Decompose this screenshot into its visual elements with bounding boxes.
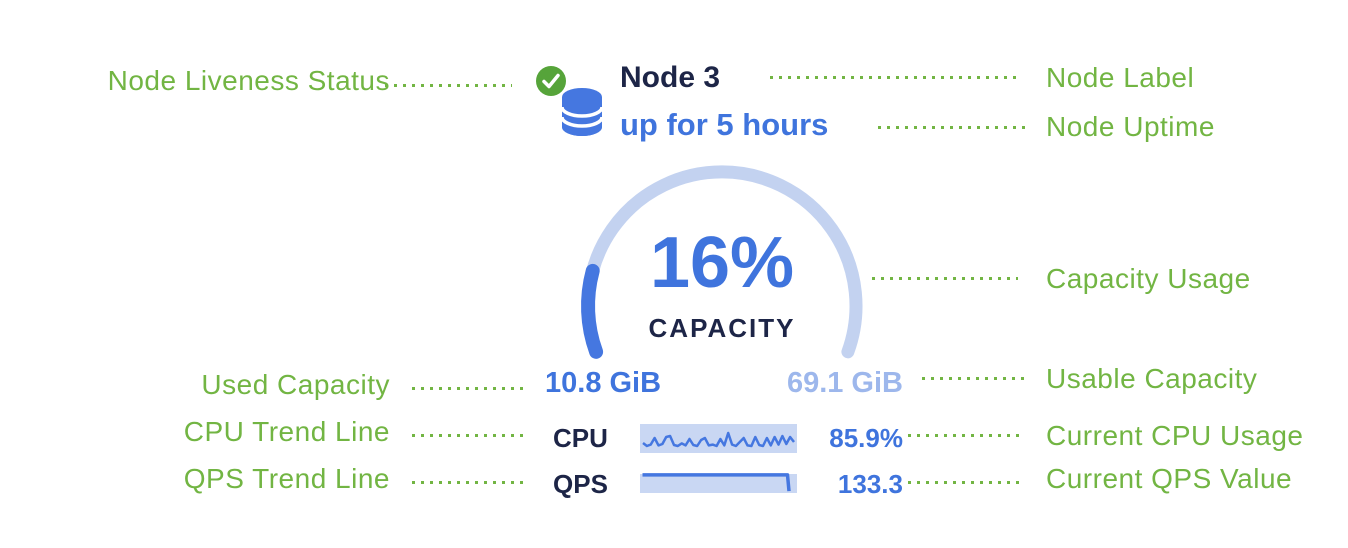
- connector-dots: [412, 387, 524, 390]
- cpu-trend-sparkline: [640, 424, 797, 453]
- annotation-cpu-trend-line: CPU Trend Line: [183, 416, 390, 447]
- qps-trend-area: [640, 473, 797, 493]
- cpu-label: CPU: [553, 423, 608, 453]
- liveness-check-icon: [534, 64, 568, 98]
- capacity-usage-percent: 16%: [649, 223, 795, 303]
- cpu-current-value: 85.9%: [829, 423, 903, 453]
- annotation-qps-trend-line: QPS Trend Line: [183, 463, 390, 494]
- annotation-used-capacity: Used Capacity: [201, 369, 390, 400]
- connector-dots: [412, 481, 524, 484]
- capacity-caption: CAPACITY: [648, 313, 796, 343]
- connector-dots: [878, 126, 1025, 129]
- qps-spark-line: [642, 473, 791, 492]
- annotation-node-label: Node Label: [1046, 62, 1195, 93]
- connector-dots: [908, 481, 1023, 484]
- annotation-node-liveness-status: Node Liveness Status: [107, 65, 390, 96]
- usable-capacity-value: 69.1 GiB: [786, 367, 903, 399]
- gauge-fill: [581, 263, 604, 359]
- connector-dots: [385, 84, 512, 87]
- connector-dots: [412, 434, 524, 437]
- annotation-current-qps-value: Current QPS Value: [1046, 463, 1293, 494]
- annotation-node-uptime: Node Uptime: [1046, 111, 1215, 142]
- annotation-capacity-usage: Capacity Usage: [1046, 263, 1251, 294]
- qps-current-value: 133.3: [837, 469, 903, 499]
- capacity-gauge: [581, 165, 863, 359]
- connector-dots: [872, 277, 1018, 280]
- annotation-usable-capacity: Usable Capacity: [1046, 363, 1258, 394]
- connector-dots: [908, 434, 1023, 437]
- used-capacity-value: 10.8 GiB: [545, 367, 662, 399]
- database-icon: [560, 88, 604, 136]
- annotation-current-cpu-usage: Current CPU Usage: [1046, 420, 1304, 451]
- connector-dots: [770, 76, 1020, 79]
- qps-label: QPS: [553, 469, 608, 499]
- node-uptime: up for 5 hours: [620, 107, 829, 142]
- node-label: Node 3: [620, 61, 721, 94]
- connector-dots: [922, 377, 1025, 380]
- cpu-spark-line: [642, 431, 795, 448]
